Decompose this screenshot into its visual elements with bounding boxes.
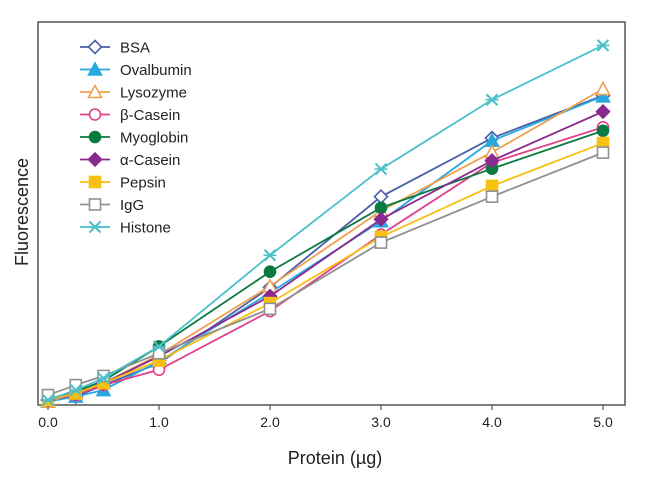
data-point [263, 249, 277, 262]
legend-label: α-Casein [120, 152, 180, 169]
legend-marker [88, 130, 102, 144]
data-point [596, 124, 610, 138]
data-point [41, 393, 55, 407]
data-point [374, 162, 388, 176]
legend-item: IgG [80, 197, 144, 214]
x-tick-label: 5.0 [593, 414, 613, 430]
x-tick-label: 4.0 [482, 414, 502, 430]
data-point [484, 153, 500, 169]
plot-frame [37, 21, 626, 406]
x-tick-label: 1.0 [149, 414, 169, 430]
data-point [596, 146, 610, 159]
data-point [596, 39, 610, 52]
data-point [595, 88, 611, 103]
data-point [373, 211, 389, 227]
series-α-Casein [40, 103, 611, 408]
data-point [152, 340, 166, 353]
legend-label: Lysozyme [120, 85, 187, 102]
legend-label: Myoglobin [120, 130, 188, 147]
legend-marker [88, 108, 102, 121]
data-point [595, 103, 611, 120]
x-axis-label: Protein (µg) [288, 448, 382, 468]
data-point [69, 383, 83, 397]
x-tick-label: 2.0 [260, 414, 280, 430]
legend-label: Ovalbumin [120, 62, 192, 79]
legend-marker [87, 83, 103, 99]
legend-item: Ovalbumin [80, 61, 192, 79]
legend-marker [87, 39, 103, 55]
legend-label: BSA [120, 40, 150, 57]
legend-item: α-Casein [80, 151, 180, 169]
data-point [485, 179, 499, 193]
legend-label: β-Casein [120, 107, 180, 124]
data-point [263, 265, 277, 279]
legend-marker [88, 198, 102, 211]
legend-item: Lysozyme [80, 83, 187, 102]
series-line [47, 44, 604, 401]
legend-marker [88, 175, 102, 189]
data-point [374, 236, 388, 249]
x-tick-label: 0.0 [38, 414, 58, 430]
legend-label: Histone [120, 220, 171, 237]
legend-marker [88, 220, 102, 234]
legend-marker [87, 151, 103, 168]
data-point [595, 80, 611, 96]
legend-item: Histone [80, 220, 171, 237]
data-point [263, 302, 277, 316]
x-tick-label: 3.0 [371, 414, 391, 430]
series-Histone [41, 39, 610, 407]
data-point [97, 371, 110, 385]
legend-marker [87, 61, 103, 76]
legend-item: β-Casein [80, 107, 180, 124]
data-point [485, 93, 499, 106]
data-point [374, 201, 388, 215]
series-IgG [41, 146, 610, 402]
legend-label: Pepsin [120, 175, 166, 192]
legend-item: BSA [80, 39, 150, 57]
y-axis-label: Fluorescence [12, 158, 32, 266]
legend-item: Myoglobin [80, 130, 188, 147]
series-line [47, 129, 604, 401]
legend-item: Pepsin [80, 175, 166, 192]
data-point [485, 190, 499, 203]
legend-label: IgG [120, 197, 144, 214]
